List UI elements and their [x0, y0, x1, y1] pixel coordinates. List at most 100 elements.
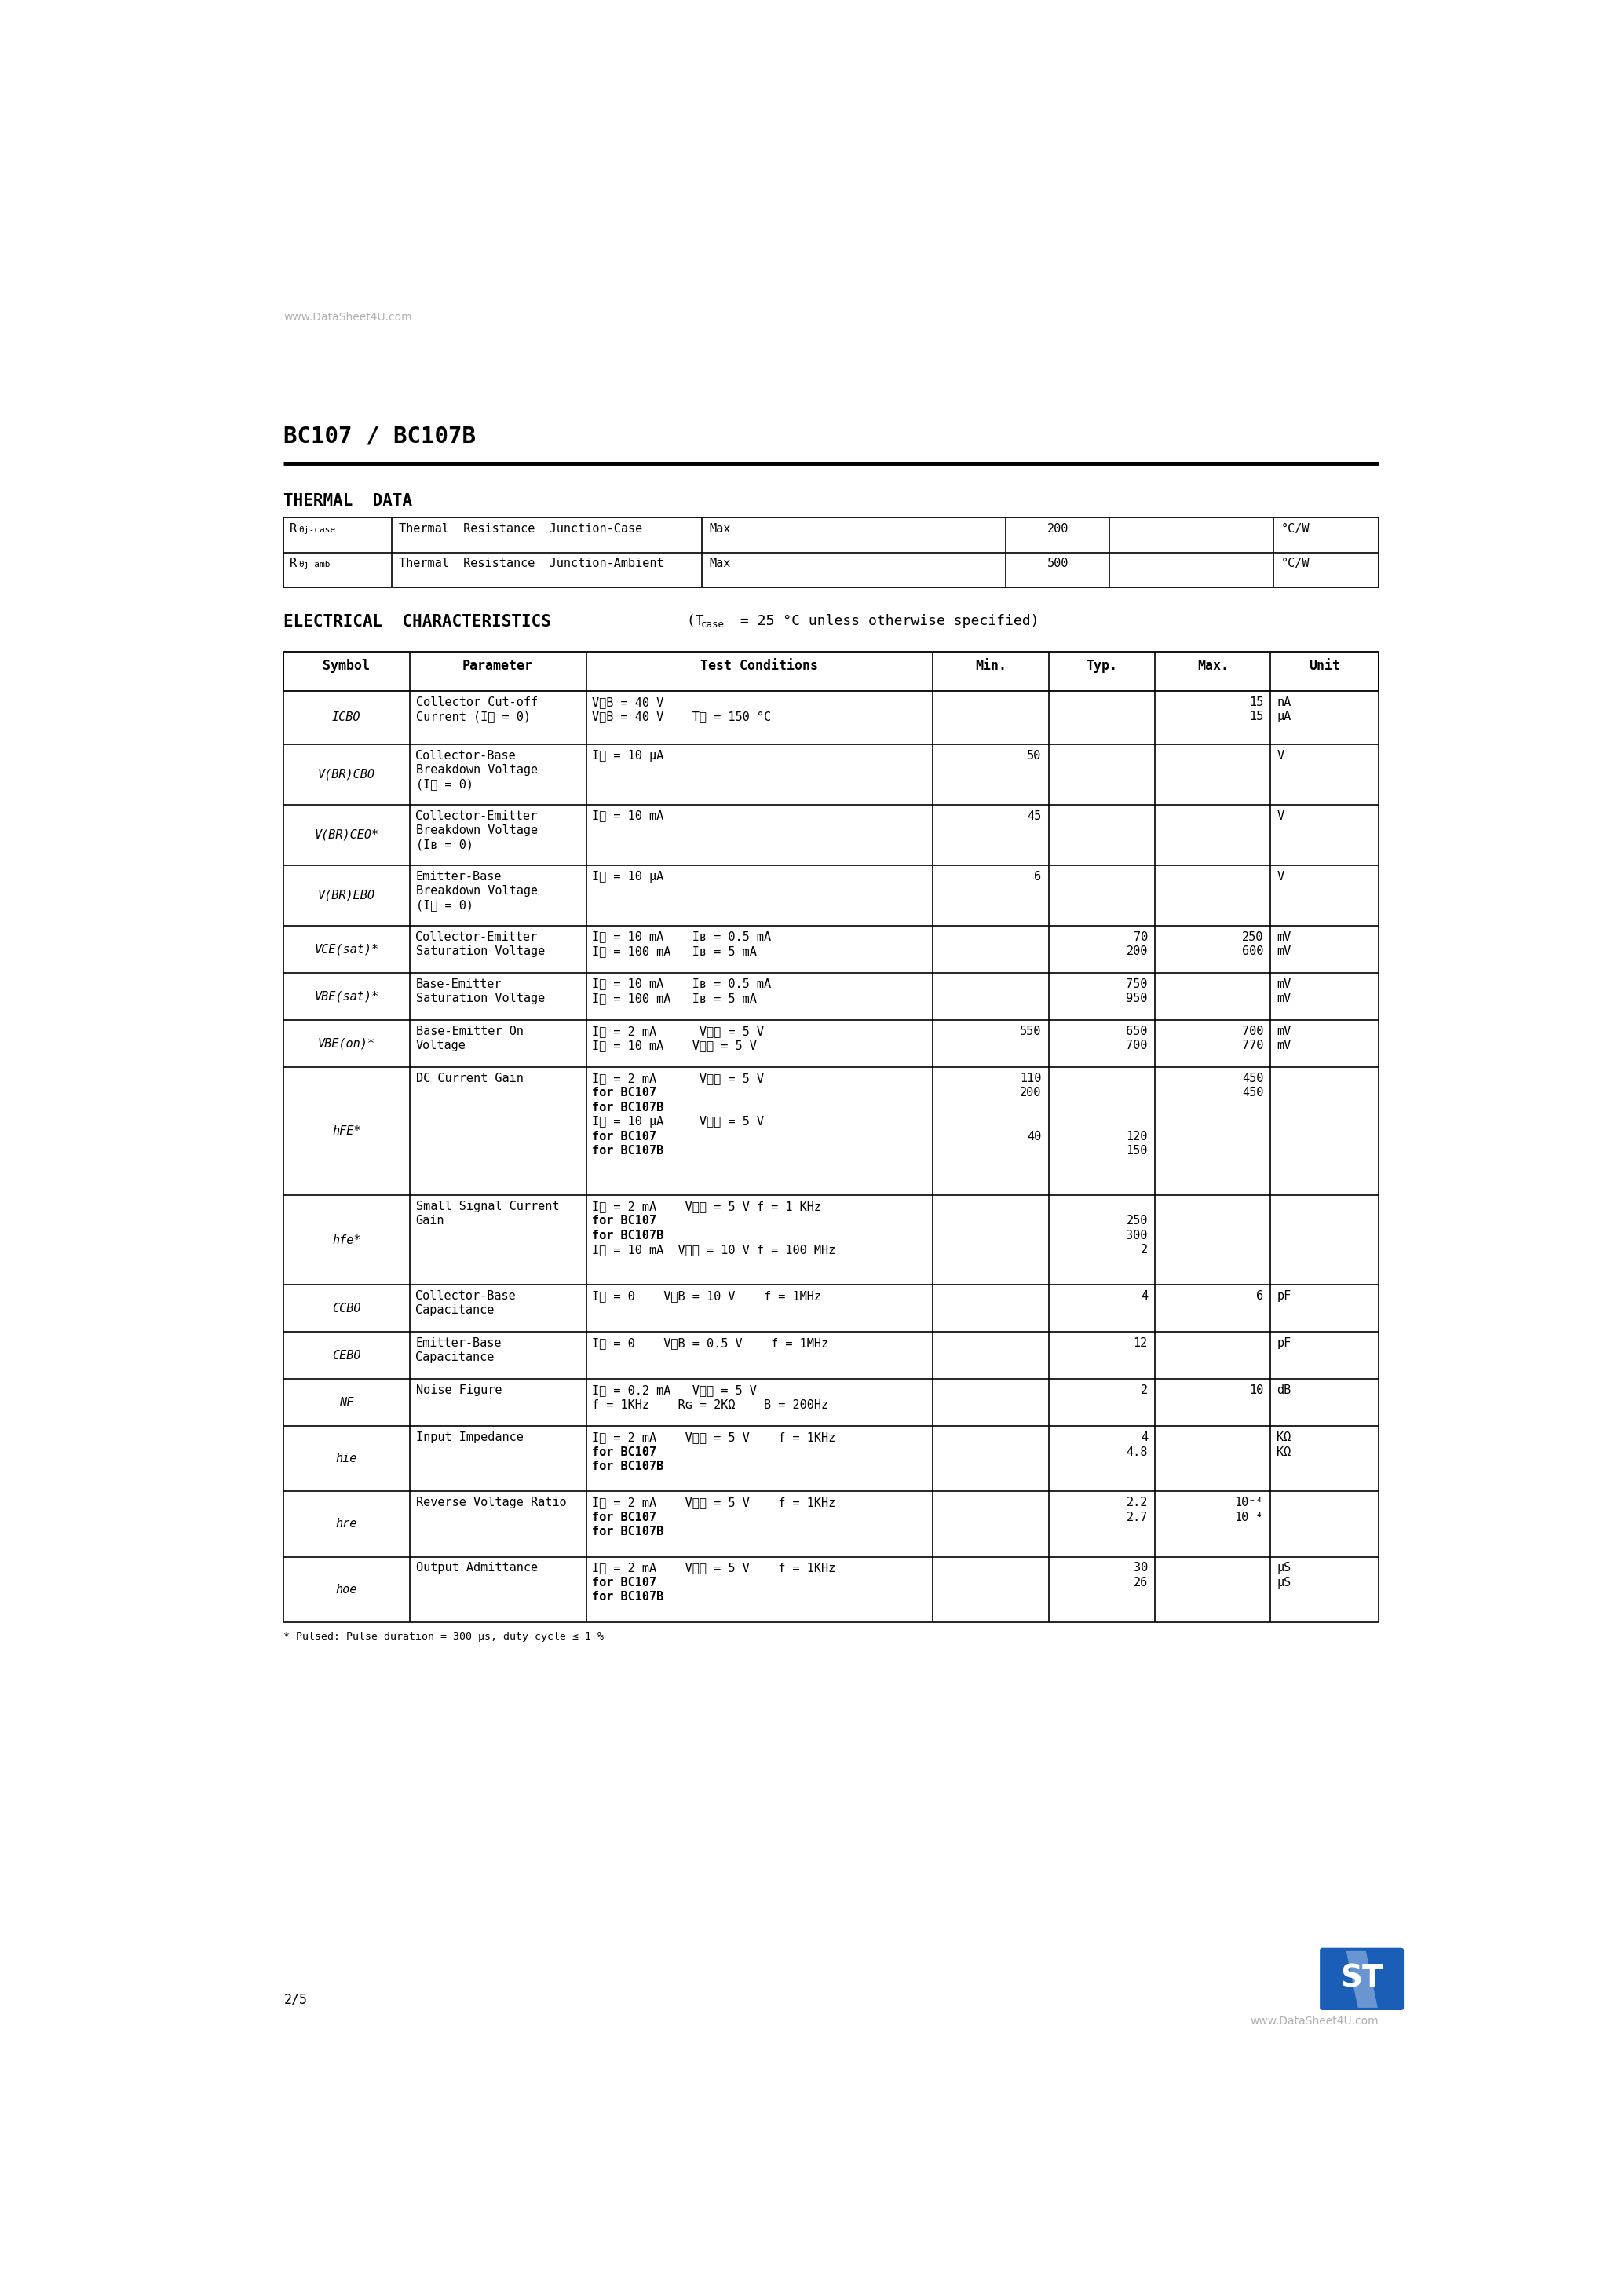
- Text: for BC107B: for BC107B: [592, 1102, 663, 1114]
- Text: mV: mV: [1277, 978, 1291, 990]
- Text: DC Current Gain: DC Current Gain: [415, 1072, 524, 1084]
- Text: CCBO: CCBO: [333, 1302, 360, 1313]
- Text: 26: 26: [1134, 1577, 1148, 1589]
- Text: Gain: Gain: [415, 1215, 444, 1226]
- Text: mV: mV: [1277, 992, 1291, 1003]
- Text: 6: 6: [1255, 1290, 1264, 1302]
- Text: 950: 950: [1126, 992, 1148, 1003]
- Text: 500: 500: [1046, 558, 1069, 569]
- Text: hre: hre: [336, 1518, 357, 1529]
- Text: 120: 120: [1126, 1130, 1148, 1141]
- Text: (T: (T: [678, 613, 704, 629]
- Text: VBE(on)*: VBE(on)*: [318, 1038, 375, 1049]
- Text: Breakdown Voltage: Breakdown Voltage: [415, 884, 537, 898]
- Text: Collector-Base: Collector-Base: [415, 1290, 516, 1302]
- Text: Small Signal Current: Small Signal Current: [415, 1201, 560, 1212]
- Text: hfe*: hfe*: [333, 1233, 360, 1247]
- Text: 12: 12: [1134, 1336, 1148, 1350]
- Text: R: R: [290, 523, 297, 535]
- Text: Thermal  Resistance  Junction-Case: Thermal Resistance Junction-Case: [399, 523, 642, 535]
- Text: hFE*: hFE*: [333, 1125, 360, 1137]
- Text: 750: 750: [1126, 978, 1148, 990]
- Text: Iᴄ = 10 mA    Iʙ = 0.5 mA: Iᴄ = 10 mA Iʙ = 0.5 mA: [592, 978, 770, 990]
- Text: Base-Emitter On: Base-Emitter On: [415, 1026, 524, 1038]
- Text: Iᴄ = 10 μA: Iᴄ = 10 μA: [592, 748, 663, 762]
- Text: VᴄB = 40 V    Tᴄ = 150 °C: VᴄB = 40 V Tᴄ = 150 °C: [592, 712, 770, 723]
- Text: Symbol: Symbol: [323, 659, 370, 673]
- Text: pF: pF: [1277, 1290, 1291, 1302]
- Text: ST: ST: [1340, 1963, 1384, 1993]
- Text: Parameter: Parameter: [462, 659, 534, 673]
- Text: V: V: [1277, 810, 1285, 822]
- Text: Breakdown Voltage: Breakdown Voltage: [415, 824, 537, 836]
- Text: 150: 150: [1126, 1146, 1148, 1157]
- Text: 300: 300: [1126, 1231, 1148, 1242]
- Text: for BC107B: for BC107B: [592, 1460, 663, 1472]
- Text: VBE(sat)*: VBE(sat)*: [315, 990, 378, 1001]
- Text: Iᴄ = 100 mA   Iʙ = 5 mA: Iᴄ = 100 mA Iʙ = 5 mA: [592, 992, 757, 1003]
- Text: 15: 15: [1249, 696, 1264, 707]
- Text: Saturation Voltage: Saturation Voltage: [415, 992, 545, 1003]
- Text: 200: 200: [1046, 523, 1069, 535]
- Text: Capacitance: Capacitance: [415, 1352, 495, 1364]
- Text: θj-case: θj-case: [298, 526, 336, 533]
- Bar: [284, 517, 1379, 588]
- Text: (Iᴄ = 0): (Iᴄ = 0): [415, 900, 474, 912]
- Text: mV: mV: [1277, 1026, 1291, 1038]
- Text: 450: 450: [1242, 1086, 1264, 1100]
- Text: 650: 650: [1126, 1026, 1148, 1038]
- Text: 4: 4: [1140, 1290, 1148, 1302]
- Text: 600: 600: [1242, 946, 1264, 957]
- Text: Iᴄ = 2 mA    Vᴄᴇ = 5 V    f = 1KHz: Iᴄ = 2 mA Vᴄᴇ = 5 V f = 1KHz: [592, 1433, 835, 1444]
- Text: Iᴄ = 10 mA: Iᴄ = 10 mA: [592, 810, 663, 822]
- Text: Capacitance: Capacitance: [415, 1304, 495, 1316]
- Text: Iᴄ = 0    VᴇB = 0.5 V    f = 1MHz: Iᴄ = 0 VᴇB = 0.5 V f = 1MHz: [592, 1336, 829, 1350]
- Text: 200: 200: [1126, 946, 1148, 957]
- Text: for BC107B: for BC107B: [592, 1146, 663, 1157]
- Text: Iᴄ = 2 mA      Vᴄᴇ = 5 V: Iᴄ = 2 mA Vᴄᴇ = 5 V: [592, 1072, 764, 1084]
- Text: Saturation Voltage: Saturation Voltage: [415, 946, 545, 957]
- Text: 10⁻⁴: 10⁻⁴: [1234, 1497, 1264, 1508]
- Text: Min.: Min.: [975, 659, 1006, 673]
- Text: mV: mV: [1277, 1040, 1291, 1052]
- Text: 2/5: 2/5: [284, 1993, 307, 2007]
- Text: mV: mV: [1277, 930, 1291, 944]
- Text: for BC107B: for BC107B: [592, 1527, 663, 1538]
- Text: hoe: hoe: [336, 1584, 357, 1596]
- Text: Iᴄ = 10 mA  Vᴄᴇ = 10 V f = 100 MHz: Iᴄ = 10 mA Vᴄᴇ = 10 V f = 100 MHz: [592, 1244, 835, 1256]
- Text: for BC107B: for BC107B: [592, 1591, 663, 1603]
- Text: www.DataSheet4U.com: www.DataSheet4U.com: [1251, 2016, 1379, 2027]
- Polygon shape: [1346, 1949, 1377, 2007]
- Text: 200: 200: [1020, 1086, 1041, 1100]
- Text: Output Admittance: Output Admittance: [415, 1561, 537, 1575]
- Text: KΩ: KΩ: [1277, 1433, 1291, 1444]
- Text: 2.7: 2.7: [1126, 1511, 1148, 1522]
- Text: Iᴄ = 2 mA    Vᴄᴇ = 5 V f = 1 KHz: Iᴄ = 2 mA Vᴄᴇ = 5 V f = 1 KHz: [592, 1201, 821, 1212]
- Text: Voltage: Voltage: [415, 1040, 466, 1052]
- Text: Iᴄ = 10 mA    Iʙ = 0.5 mA: Iᴄ = 10 mA Iʙ = 0.5 mA: [592, 930, 770, 944]
- Text: Emitter-Base: Emitter-Base: [415, 1336, 501, 1350]
- Text: Base-Emitter: Base-Emitter: [415, 978, 501, 990]
- Text: Current (Iᴇ = 0): Current (Iᴇ = 0): [415, 712, 530, 723]
- Text: 40: 40: [1027, 1130, 1041, 1141]
- Text: for BC107: for BC107: [592, 1446, 657, 1458]
- Text: (Iᴇ = 0): (Iᴇ = 0): [415, 778, 474, 790]
- Text: μS: μS: [1277, 1561, 1291, 1575]
- Text: Iᴄ = 2 mA    Vᴄᴇ = 5 V    f = 1KHz: Iᴄ = 2 mA Vᴄᴇ = 5 V f = 1KHz: [592, 1561, 835, 1575]
- Text: for BC107: for BC107: [592, 1511, 657, 1522]
- Text: ELECTRICAL  CHARACTERISTICS: ELECTRICAL CHARACTERISTICS: [284, 613, 551, 629]
- Text: θj-amb: θj-amb: [298, 560, 331, 569]
- Text: for BC107: for BC107: [592, 1086, 657, 1100]
- Text: 70: 70: [1134, 930, 1148, 944]
- Text: V(BR)EBO: V(BR)EBO: [318, 889, 375, 900]
- Text: Max: Max: [709, 523, 730, 535]
- Text: R: R: [290, 558, 297, 569]
- Text: 550: 550: [1020, 1026, 1041, 1038]
- Text: Max: Max: [709, 558, 730, 569]
- Text: mV: mV: [1277, 946, 1291, 957]
- Text: V: V: [1277, 748, 1285, 762]
- Text: 45: 45: [1027, 810, 1041, 822]
- Text: 250: 250: [1242, 930, 1264, 944]
- Text: Thermal  Resistance  Junction-Ambient: Thermal Resistance Junction-Ambient: [399, 558, 663, 569]
- Text: for BC107: for BC107: [592, 1215, 657, 1226]
